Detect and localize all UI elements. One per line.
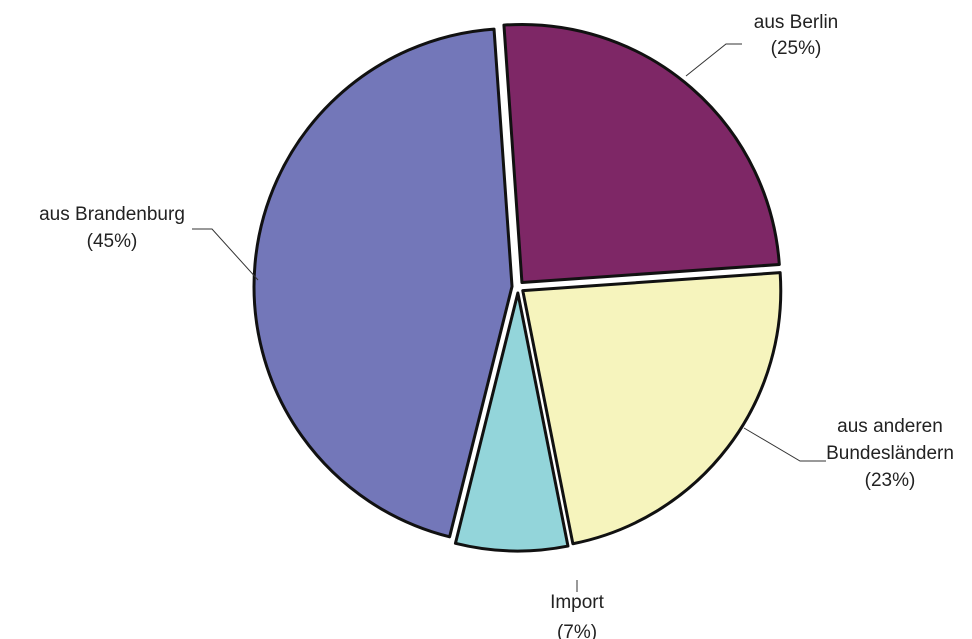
- slice-aus-anderen-bundeslaendern: [521, 271, 783, 546]
- leader-line-aus-brandenburg: [192, 228, 259, 281]
- label-percent: (23%): [865, 470, 916, 491]
- leader-line-aus-anderen-bundeslaendern: [743, 427, 826, 462]
- leader-lines: [192, 43, 826, 592]
- label-percent: (45%): [87, 231, 138, 252]
- leader-line-aus-berlin: [685, 43, 742, 77]
- pie-slices: [252, 23, 783, 553]
- label-name: aus Brandenburg: [39, 204, 185, 225]
- label-aus-berlin: aus Berlin (25%): [754, 12, 839, 59]
- label-import: Import (7%): [550, 592, 605, 639]
- label-name: aus anderen: [837, 416, 943, 437]
- label-percent: (25%): [771, 38, 822, 59]
- slice-aus-brandenburg: [252, 27, 514, 539]
- label-name: aus Berlin: [754, 12, 839, 33]
- label-name: Import: [550, 592, 605, 613]
- slice-labels: aus Berlin (25%) aus anderen Bundesländern (…: [39, 12, 954, 639]
- slice-import: [453, 291, 570, 553]
- label-aus-brandenburg: aus Brandenburg (45%): [39, 204, 185, 252]
- label-name: Bundesländern: [826, 443, 954, 464]
- slice-aus-berlin: [502, 23, 781, 284]
- label-aus-anderen-bundeslaendern: aus anderen Bundesländern (23%): [826, 416, 954, 491]
- label-percent: (7%): [557, 622, 597, 639]
